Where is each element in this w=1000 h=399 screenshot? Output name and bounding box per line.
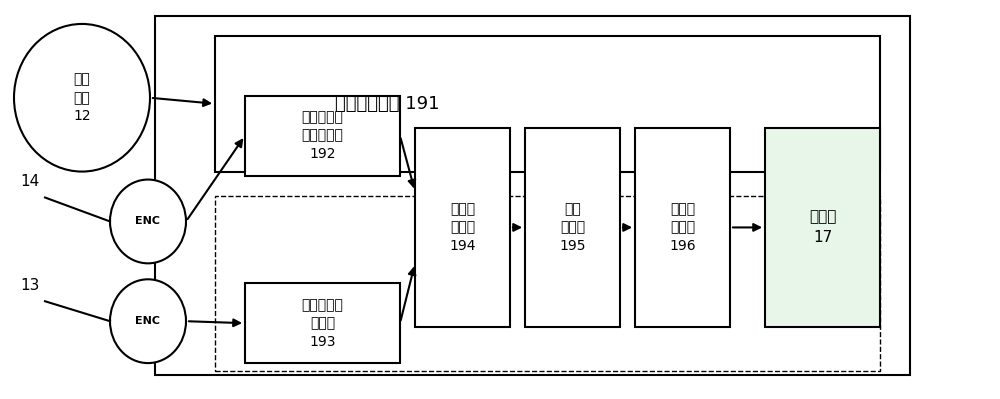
FancyBboxPatch shape: [635, 128, 730, 327]
Text: ENC: ENC: [136, 316, 160, 326]
Text: 13: 13: [20, 278, 39, 293]
FancyBboxPatch shape: [215, 196, 880, 371]
Text: 滚轮编码器
计数器
193: 滚轮编码器 计数器 193: [302, 298, 343, 349]
FancyBboxPatch shape: [215, 36, 880, 172]
FancyBboxPatch shape: [525, 128, 620, 327]
FancyBboxPatch shape: [245, 96, 400, 176]
Text: 卷针
电机
12: 卷针 电机 12: [73, 72, 91, 123]
Ellipse shape: [110, 279, 186, 363]
Ellipse shape: [110, 180, 186, 263]
Text: 凸轮表
17: 凸轮表 17: [809, 209, 836, 245]
Text: 数据处
理模块
196: 数据处 理模块 196: [669, 202, 696, 253]
FancyBboxPatch shape: [415, 128, 510, 327]
Text: 14: 14: [20, 174, 39, 189]
Text: ENC: ENC: [136, 216, 160, 227]
Text: 电机驱动模块 191: 电机驱动模块 191: [335, 95, 439, 113]
Text: 卷针电机编
码器计数器
192: 卷针电机编 码器计数器 192: [302, 110, 343, 161]
Text: 数据
缓冲区
195: 数据 缓冲区 195: [559, 202, 586, 253]
Ellipse shape: [14, 24, 150, 172]
FancyBboxPatch shape: [245, 283, 400, 363]
FancyBboxPatch shape: [765, 128, 880, 327]
Text: 数据采
集模块
194: 数据采 集模块 194: [449, 202, 476, 253]
FancyBboxPatch shape: [155, 16, 910, 375]
